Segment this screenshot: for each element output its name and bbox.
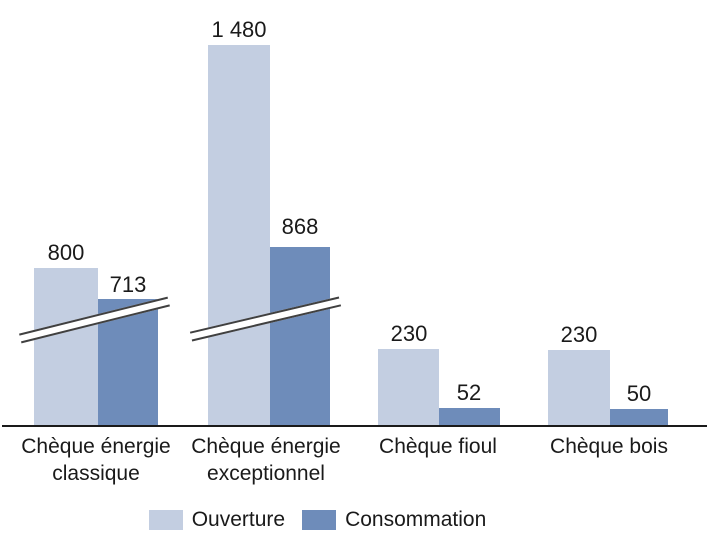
category-label-line2: classique xyxy=(52,462,140,485)
value-label-consommation-exceptionnel: 868 xyxy=(281,214,319,239)
bar-ouverture-cheque-energie-exceptionnel xyxy=(208,45,270,425)
value-label-ouverture-exceptionnel: 1 480 xyxy=(211,17,267,42)
value-label-ouverture-bois: 230 xyxy=(560,322,598,347)
category-label-line1: Chèque bois xyxy=(550,435,668,458)
x-axis-line xyxy=(2,425,707,427)
bar-ouverture-cheque-fioul xyxy=(378,349,439,425)
value-label-consommation-bois: 50 xyxy=(626,381,652,406)
value-label-consommation-classique: 713 xyxy=(109,272,147,297)
legend-label-ouverture: Ouverture xyxy=(191,508,286,531)
chart-legend: Ouverture Consommation xyxy=(0,509,676,531)
category-label-line1: Chèque énergie xyxy=(191,435,341,458)
category-label-cheque-energie-classique: Chèque énergie classique xyxy=(1,433,191,487)
bar-ouverture-cheque-bois xyxy=(548,350,610,425)
value-label-ouverture-fioul: 230 xyxy=(390,321,428,346)
category-label-cheque-bois: Chèque bois xyxy=(514,433,704,460)
bar-consommation-cheque-bois xyxy=(610,409,668,425)
bar-consommation-cheque-fioul xyxy=(439,408,500,425)
legend-label-consommation: Consommation xyxy=(345,508,487,531)
bar-consommation-cheque-energie-exceptionnel xyxy=(270,247,330,425)
category-label-line1: Chèque fioul xyxy=(379,435,497,458)
category-label-line2: exceptionnel xyxy=(207,462,325,485)
value-label-ouverture-classique: 800 xyxy=(47,240,85,265)
category-label-cheque-fioul: Chèque fioul xyxy=(343,433,533,460)
legend-swatch-consommation xyxy=(302,510,337,530)
bar-ouverture-cheque-energie-classique xyxy=(34,268,98,425)
category-label-line1: Chèque énergie xyxy=(21,435,171,458)
category-label-cheque-energie-exceptionnel: Chèque énergie exceptionnel xyxy=(171,433,361,487)
legend-swatch-ouverture xyxy=(148,510,183,530)
value-label-consommation-fioul: 52 xyxy=(456,380,482,405)
